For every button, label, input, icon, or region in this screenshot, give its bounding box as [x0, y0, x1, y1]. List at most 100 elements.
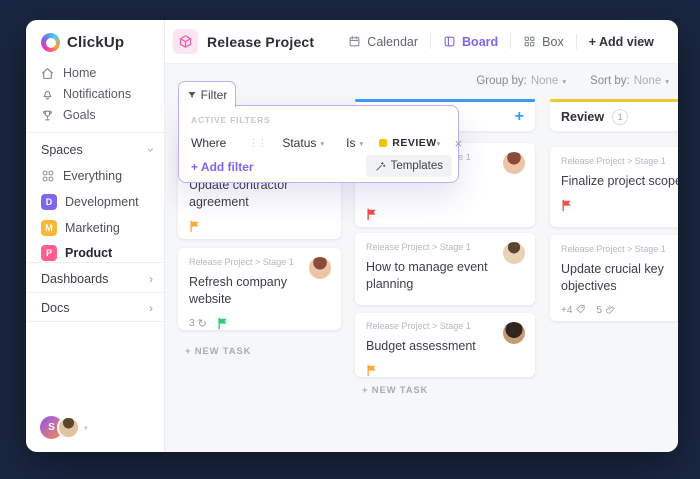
- new-task-button[interactable]: + NEW TASK: [362, 385, 429, 396]
- chevron-down-icon: ▾: [665, 76, 669, 86]
- task-breadcrumb: Release Project > Stage 1: [189, 257, 294, 267]
- column-accent-line: [355, 99, 535, 102]
- group-by-control[interactable]: Group by: None ▾: [476, 75, 566, 87]
- task-card[interactable]: Release Project > Stage 1 Update crucial…: [550, 235, 678, 321]
- filter-label: Filter: [200, 87, 228, 102]
- task-meta: [561, 199, 678, 212]
- board-toolbar: Group by: None ▾ Sort by: None ▾: [476, 75, 669, 87]
- assignee-avatar: [503, 152, 525, 174]
- column-name: Review: [561, 109, 605, 124]
- clickup-logo-text: ClickUp: [67, 34, 125, 51]
- new-task-button[interactable]: + NEW TASK: [185, 346, 252, 357]
- drag-handle[interactable]: ⋮⋮: [248, 137, 267, 149]
- divider: [26, 132, 164, 133]
- task-breadcrumb: Release Project > Stage 1: [366, 321, 471, 331]
- tab-board[interactable]: Board: [431, 35, 510, 49]
- user-avatar: [57, 416, 80, 439]
- chevron-down-icon: ▾: [84, 424, 88, 432]
- chevron-down-icon: ▾: [562, 76, 567, 86]
- divider: [26, 321, 164, 322]
- priority-flag-icon: [561, 199, 573, 212]
- clickup-logo[interactable]: ClickUp: [41, 33, 124, 52]
- task-card[interactable]: Release Project > Stage 1 How to manage …: [355, 233, 535, 305]
- sidebar-item-dashboards[interactable]: Dashboards ›: [41, 272, 153, 286]
- assignee-avatar: [503, 242, 525, 264]
- page-title: Release Project: [207, 33, 315, 50]
- filter-field-dropdown[interactable]: Status ▾: [282, 136, 325, 150]
- column-accent-line: [550, 99, 678, 102]
- nav-label: Home: [63, 66, 97, 80]
- chevron-down-icon[interactable]: ▾: [436, 138, 441, 148]
- tab-label: Calendar: [367, 34, 419, 49]
- sidebar-item-goals[interactable]: Goals: [41, 108, 96, 122]
- docs-label: Docs: [41, 301, 70, 315]
- filter-button-tab[interactable]: Filter: [178, 81, 236, 107]
- repeat-icon: ↻: [197, 317, 207, 330]
- column-header-review: Review 1: [550, 102, 678, 131]
- filter-rule-row: Where ⋮⋮ Status ▾ Is ▾ REVIEW ▾: [191, 132, 462, 154]
- task-card[interactable]: Release Project > Stage 1 Refresh compan…: [178, 248, 341, 330]
- attachment-counter: 5: [596, 304, 616, 318]
- space-label: Marketing: [65, 221, 120, 235]
- grid-icon: [42, 170, 54, 182]
- sidebar-item-notifications[interactable]: Notifications: [41, 87, 131, 101]
- remove-filter-button[interactable]: ×: [454, 135, 463, 151]
- templates-button[interactable]: Templates: [365, 155, 452, 177]
- space-label: Everything: [63, 169, 123, 183]
- active-filters-label: ACTIVE FILTERS: [191, 115, 271, 125]
- view-header: Release Project Calendar Board Box: [165, 20, 678, 64]
- sidebar-item-marketing[interactable]: M Marketing: [41, 220, 120, 236]
- priority-flag-icon: [217, 317, 229, 330]
- board-icon: [444, 36, 455, 47]
- status-value-dropdown[interactable]: REVIEW: [379, 137, 436, 149]
- clickup-logo-icon: [41, 33, 60, 52]
- group-by-label: Group by:: [476, 75, 527, 87]
- filter-operator-dropdown[interactable]: Is ▾: [346, 136, 364, 150]
- trophy-icon: [43, 110, 52, 120]
- task-meta: [366, 364, 524, 377]
- paperclip-icon: [605, 304, 616, 318]
- dashboards-label: Dashboards: [41, 272, 109, 286]
- space-avatar: M: [41, 220, 57, 236]
- chevron-down-icon: ▾: [320, 138, 325, 148]
- task-meta: [366, 208, 524, 221]
- sidebar-item-home[interactable]: Home: [41, 66, 96, 80]
- sort-by-control[interactable]: Sort by: None ▾: [590, 75, 669, 87]
- task-card[interactable]: Release Project > Stage 1 Budget assessm…: [355, 313, 535, 377]
- funnel-icon: [187, 91, 196, 98]
- tab-box[interactable]: Box: [511, 35, 576, 49]
- clickup-app-window: ClickUp Home Notifications Goals Spaces …: [26, 20, 678, 452]
- project-cube-icon: [173, 29, 198, 54]
- sidebar-item-development[interactable]: D Development: [41, 194, 139, 210]
- sidebar-item-everything[interactable]: Everything: [41, 169, 122, 183]
- task-title: Refresh company website: [189, 275, 287, 306]
- bell-icon: [43, 90, 52, 100]
- sidebar: ClickUp Home Notifications Goals Spaces …: [26, 20, 165, 452]
- sidebar-section-spaces[interactable]: Spaces ›: [41, 143, 158, 157]
- task-breadcrumb: Release Project > Stage 1: [561, 244, 666, 254]
- filter-popup: ACTIVE FILTERS Where ⋮⋮ Status ▾ Is ▾ RE…: [178, 105, 462, 183]
- sidebar-item-docs[interactable]: Docs ›: [41, 301, 153, 315]
- add-view-button[interactable]: + Add view: [588, 34, 654, 49]
- task-card[interactable]: Release Project > Stage 1 Finalize proje…: [550, 147, 678, 227]
- tag-counter: +4: [561, 304, 586, 318]
- task-meta: [189, 220, 330, 233]
- add-task-plus-button[interactable]: +: [514, 107, 524, 125]
- sort-by-label: Sort by:: [590, 75, 630, 87]
- divider: [26, 262, 164, 263]
- space-label: Development: [65, 195, 139, 209]
- sort-by-value: None: [633, 75, 662, 87]
- wand-icon: [375, 161, 385, 171]
- task-title: Finalize project scope: [561, 174, 678, 188]
- add-filter-button[interactable]: + Add filter: [191, 160, 254, 174]
- where-label: Where: [191, 136, 227, 150]
- spaces-label: Spaces: [41, 143, 83, 157]
- task-meta: 3 ↻: [189, 317, 330, 330]
- priority-flag-icon: [366, 208, 378, 221]
- user-menu[interactable]: S ▾: [40, 416, 88, 439]
- sidebar-item-product[interactable]: P Product: [41, 245, 112, 261]
- project-heading: Release Project: [173, 29, 314, 54]
- board-canvas: Group by: None ▾ Sort by: None ▾ + Revie…: [165, 64, 678, 452]
- tab-calendar[interactable]: Calendar: [336, 35, 430, 49]
- space-avatar: D: [41, 194, 57, 210]
